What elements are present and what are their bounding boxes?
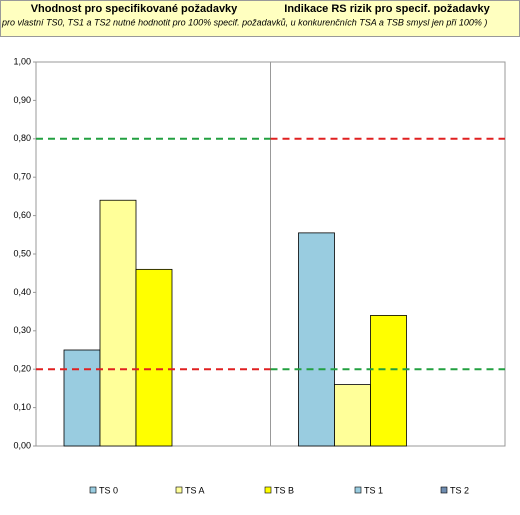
legend-swatch <box>264 486 272 494</box>
y-tick-label: 0,20 <box>13 364 31 374</box>
legend-label: TS 2 <box>450 485 469 495</box>
bar <box>298 232 335 447</box>
bar <box>99 199 137 447</box>
bar <box>135 268 173 447</box>
y-tick-label: 0,60 <box>13 210 31 220</box>
y-tick-label: 0,50 <box>13 248 31 258</box>
chart-subtitle: pro vlastní TS0, TS1 a TS2 nutné hodnoti… <box>1 17 487 27</box>
y-tick-label: 0,90 <box>13 95 31 105</box>
legend-label: TS A <box>185 485 205 495</box>
legend-label: TS 1 <box>364 485 383 495</box>
y-tick-label: 0,30 <box>13 325 31 335</box>
bar <box>334 384 371 447</box>
y-tick-label: 1,00 <box>13 56 31 66</box>
y-tick-label: 0,80 <box>13 133 31 143</box>
header-band <box>0 0 520 37</box>
y-tick-label: 0,40 <box>13 287 31 297</box>
legend-label: TS 0 <box>99 485 118 495</box>
legend-swatch <box>354 486 362 494</box>
chart-title-right: Indikace RS rizik pro specif. požadavky <box>284 3 490 15</box>
bar <box>370 315 407 447</box>
y-tick-label: 0,10 <box>13 402 31 412</box>
legend-label: TS B <box>274 485 294 495</box>
legend-swatch <box>89 486 97 494</box>
legend-swatch <box>175 486 183 494</box>
y-tick-label: 0,00 <box>13 440 31 450</box>
y-tick-label: 0,70 <box>13 172 31 182</box>
chart-title: Vhodnost pro specifikované požadavky <box>31 3 238 15</box>
bar <box>63 349 101 447</box>
legend-swatch <box>440 486 448 494</box>
